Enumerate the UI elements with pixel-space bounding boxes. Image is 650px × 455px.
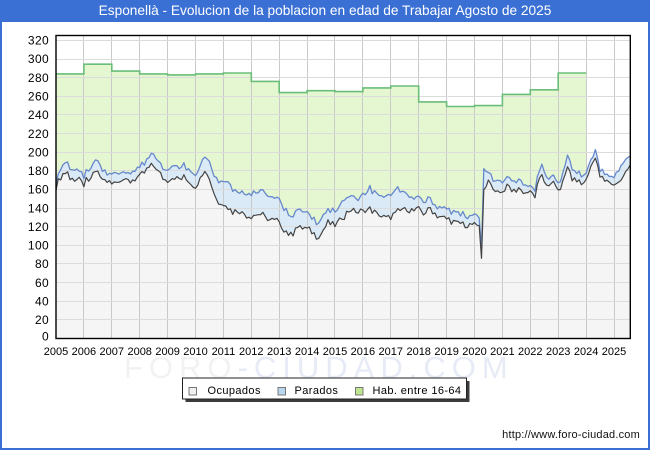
svg-text:2023: 2023	[546, 346, 570, 358]
svg-text:200: 200	[28, 145, 49, 159]
svg-text:2012: 2012	[239, 346, 263, 358]
svg-text:2007: 2007	[100, 346, 124, 358]
svg-text:180: 180	[28, 164, 49, 178]
svg-text:2025: 2025	[602, 346, 626, 358]
svg-text:2010: 2010	[183, 346, 207, 358]
svg-text:2014: 2014	[295, 346, 319, 358]
svg-text:2024: 2024	[574, 346, 598, 358]
svg-text:2013: 2013	[267, 346, 291, 358]
svg-text:2009: 2009	[155, 346, 179, 358]
svg-text:Esponellà - Evolucion de la po: Esponellà - Evolucion de la poblacion en…	[99, 3, 552, 18]
svg-text:240: 240	[28, 108, 49, 122]
svg-text:2006: 2006	[72, 346, 96, 358]
svg-text:40: 40	[35, 294, 49, 308]
svg-text:320: 320	[28, 34, 49, 48]
svg-text:Ocupados: Ocupados	[208, 385, 261, 397]
svg-text:60: 60	[35, 276, 49, 290]
svg-text:120: 120	[28, 220, 49, 234]
svg-text:2005: 2005	[44, 346, 68, 358]
svg-text:2011: 2011	[212, 346, 236, 358]
svg-text:Parados: Parados	[295, 385, 339, 397]
svg-text:2019: 2019	[434, 346, 458, 358]
svg-text:300: 300	[28, 52, 49, 66]
svg-text:220: 220	[28, 127, 49, 141]
svg-text:2015: 2015	[323, 346, 347, 358]
svg-text:Hab. entre 16-64: Hab. entre 16-64	[373, 385, 462, 397]
svg-text:160: 160	[28, 183, 49, 197]
svg-text:2020: 2020	[462, 346, 486, 358]
svg-text:2021: 2021	[490, 346, 514, 358]
svg-text:140: 140	[28, 201, 49, 215]
svg-text:280: 280	[28, 71, 49, 85]
svg-text:20: 20	[35, 313, 49, 327]
svg-text:2022: 2022	[518, 346, 542, 358]
svg-text:http://www.foro-ciudad.com: http://www.foro-ciudad.com	[502, 429, 640, 441]
svg-text:2016: 2016	[351, 346, 375, 358]
svg-text:260: 260	[28, 90, 49, 104]
svg-text:0: 0	[42, 329, 49, 343]
svg-text:2008: 2008	[127, 346, 151, 358]
svg-text:80: 80	[35, 257, 49, 271]
svg-text:2017: 2017	[379, 346, 403, 358]
svg-text:2018: 2018	[406, 346, 430, 358]
svg-text:100: 100	[28, 239, 49, 253]
